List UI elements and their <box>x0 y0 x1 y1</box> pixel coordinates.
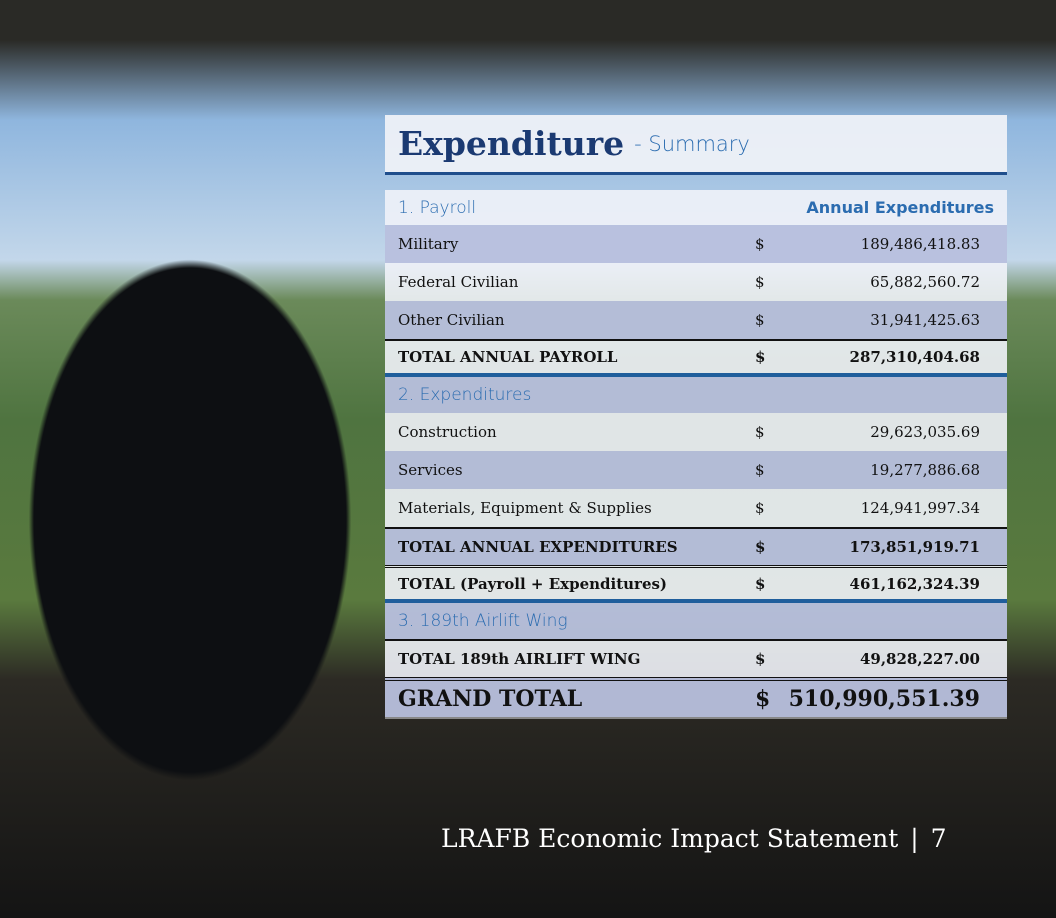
currency: $ <box>755 341 765 373</box>
currency: $ <box>755 489 765 527</box>
table-row: Federal Civilian $65,882,560.72 <box>385 263 1007 301</box>
footer-text: LRAFB Economic Impact Statement <box>441 824 898 853</box>
total-row: TOTAL ANNUAL PAYROLL $287,310,404.68 <box>385 339 1007 377</box>
section-heading: 2. Expenditures <box>398 377 531 413</box>
title-wrap: Expenditure - Summary <box>398 115 750 172</box>
amount: 461,162,324.39 <box>850 568 980 599</box>
page: Expenditure - Summary 1. Payroll Annual E… <box>0 0 1056 918</box>
amount: 19,277,886.68 <box>870 451 980 489</box>
title: Expenditure <box>398 124 624 163</box>
currency: $ <box>755 641 765 677</box>
total-row: TOTAL 189th AIRLIFT WING $49,828,227.00 <box>385 639 1007 677</box>
amount: 173,851,919.71 <box>850 529 980 565</box>
section-header: 3. 189th Airlift Wing <box>385 603 1007 639</box>
section-header: 1. Payroll Annual Expenditures <box>385 190 1007 225</box>
row-label: TOTAL 189th AIRLIFT WING <box>398 641 640 677</box>
table-row: Other Civilian $31,941,425.63 <box>385 301 1007 339</box>
currency: $ <box>755 451 765 489</box>
amount: 29,623,035.69 <box>870 413 980 451</box>
currency: $ <box>755 263 765 301</box>
row-label: TOTAL (Payroll + Expenditures) <box>398 568 667 599</box>
section-heading: 3. 189th Airlift Wing <box>398 603 568 639</box>
row-label: Construction <box>398 413 497 451</box>
title-bar: Expenditure - Summary <box>385 115 1007 175</box>
currency: $ <box>755 681 770 717</box>
row-label: Other Civilian <box>398 301 505 339</box>
amount: 31,941,425.63 <box>870 301 980 339</box>
amount: 189,486,418.83 <box>861 225 980 263</box>
amount: 65,882,560.72 <box>870 263 980 301</box>
row-label: Materials, Equipment & Supplies <box>398 489 652 527</box>
row-label: TOTAL ANNUAL PAYROLL <box>398 341 617 373</box>
currency: $ <box>755 568 765 599</box>
footer: LRAFB Economic Impact Statement | 7 <box>441 824 947 853</box>
table-row: Construction $29,623,035.69 <box>385 413 1007 451</box>
amount: 287,310,404.68 <box>850 341 980 373</box>
table-row: Military $189,486,418.83 <box>385 225 1007 263</box>
currency: $ <box>755 225 765 263</box>
row-label: Services <box>398 451 463 489</box>
amount: 510,990,551.39 <box>789 681 980 717</box>
table-row: Services $19,277,886.68 <box>385 451 1007 489</box>
summary-table: Expenditure - Summary 1. Payroll Annual E… <box>385 115 1007 728</box>
currency: $ <box>755 301 765 339</box>
column-header: Annual Expenditures <box>806 190 994 225</box>
row-label: GRAND TOTAL <box>398 681 582 717</box>
currency: $ <box>755 413 765 451</box>
row-label: Federal Civilian <box>398 263 518 301</box>
amount: 49,828,227.00 <box>860 641 980 677</box>
subtitle: - Summary <box>634 132 750 156</box>
row-label: Military <box>398 225 458 263</box>
footer-separator: | <box>910 824 918 853</box>
row-label: TOTAL ANNUAL EXPENDITURES <box>398 529 678 565</box>
amount: 124,941,997.34 <box>861 489 980 527</box>
table-row: Materials, Equipment & Supplies $124,941,… <box>385 489 1007 527</box>
currency: $ <box>755 529 765 565</box>
section-header: 2. Expenditures <box>385 377 1007 413</box>
grand-total-row: GRAND TOTAL $510,990,551.39 <box>385 677 1007 719</box>
combined-total-row: TOTAL (Payroll + Expenditures) $461,162,3… <box>385 565 1007 603</box>
total-row: TOTAL ANNUAL EXPENDITURES $173,851,919.71 <box>385 527 1007 565</box>
page-number: 7 <box>931 824 947 853</box>
section-heading: 1. Payroll <box>398 190 476 225</box>
